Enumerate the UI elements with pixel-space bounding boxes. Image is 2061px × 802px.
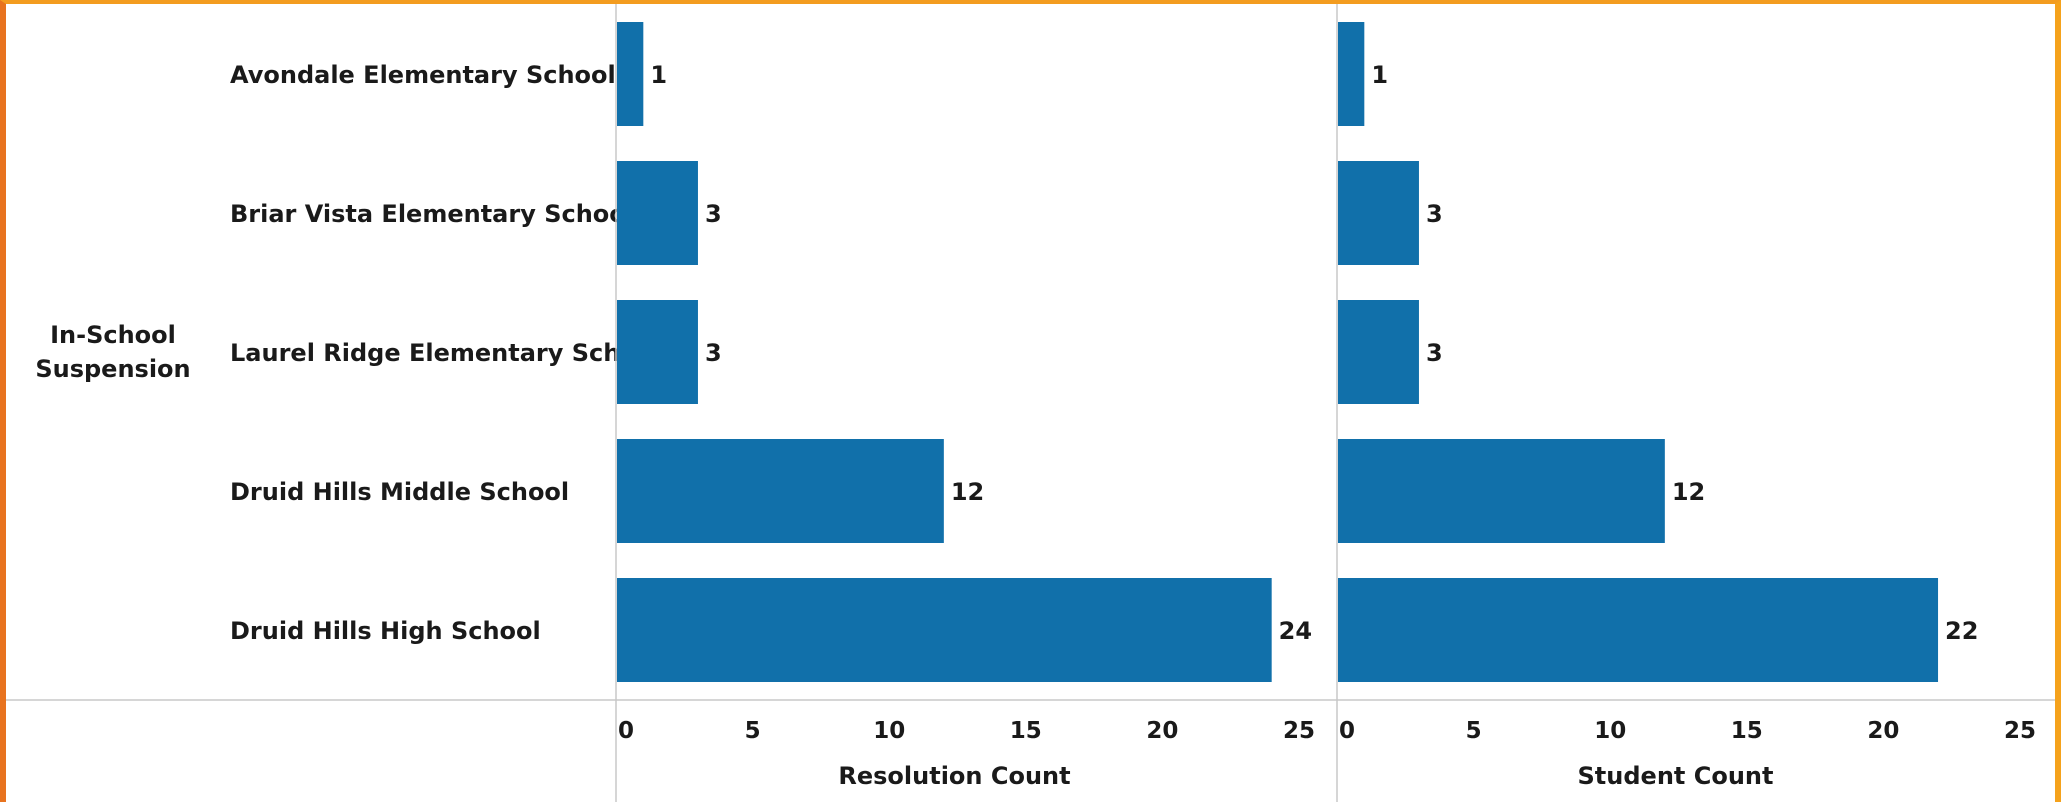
category-label: Avondale Elementary School — [230, 61, 616, 89]
bar — [1338, 439, 1665, 543]
x-tick-label: 20 — [1867, 718, 1899, 744]
x-tick-label: 5 — [1466, 718, 1482, 744]
value-label: 3 — [1426, 339, 1443, 367]
value-label: 12 — [1672, 478, 1705, 506]
bar — [1338, 300, 1419, 404]
bar — [617, 578, 1272, 682]
value-label: 3 — [1426, 200, 1443, 228]
row-group-label: In-School Suspension — [35, 321, 190, 383]
x-tick-label: 10 — [1594, 718, 1626, 744]
x-tick-label: 0 — [1339, 718, 1355, 744]
category-label: Druid Hills High School — [230, 617, 541, 645]
x-tick-label: 20 — [1146, 718, 1178, 744]
x-axis-title: Resolution Count — [838, 762, 1070, 790]
bar — [617, 300, 698, 404]
x-tick-label: 10 — [873, 718, 905, 744]
x-tick-label: 25 — [2004, 718, 2036, 744]
x-axis-title: Student Count — [1578, 762, 1774, 790]
bar — [1338, 578, 1939, 682]
category-label: Druid Hills Middle School — [230, 478, 569, 506]
x-tick-label: 25 — [1283, 718, 1315, 744]
value-label: 3 — [705, 339, 722, 367]
bar — [617, 22, 644, 126]
x-tick-label: 5 — [745, 718, 761, 744]
bar — [617, 439, 944, 543]
value-label: 24 — [1279, 617, 1312, 645]
value-label: 1 — [650, 61, 667, 89]
value-label: 3 — [705, 200, 722, 228]
x-tick-label: 15 — [1731, 718, 1763, 744]
bar — [617, 161, 698, 265]
value-label: 12 — [951, 478, 984, 506]
category-label: Laurel Ridge Elementary School — [230, 339, 662, 367]
category-label: Briar Vista Elementary School — [230, 200, 634, 228]
value-label: 22 — [1945, 617, 1978, 645]
x-tick-label: 0 — [618, 718, 634, 744]
value-label: 1 — [1371, 61, 1388, 89]
x-tick-label: 15 — [1010, 718, 1042, 744]
bar — [1338, 161, 1419, 265]
bar — [1338, 22, 1365, 126]
